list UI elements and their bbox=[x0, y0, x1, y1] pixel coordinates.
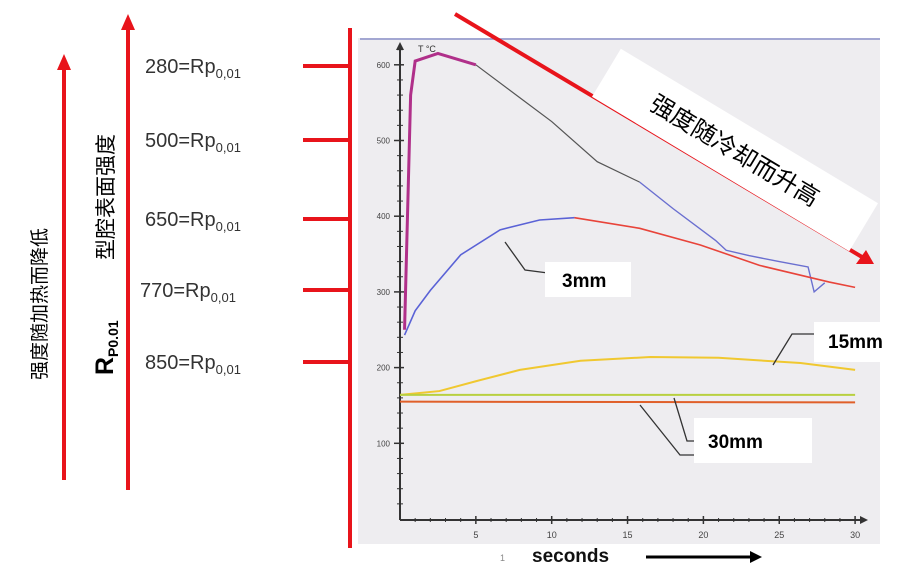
level-value: 850=Rp bbox=[145, 352, 216, 374]
x-axis-arrow bbox=[860, 516, 868, 524]
level-label: 280=Rp0,01 bbox=[145, 56, 241, 81]
x-tick-label: 20 bbox=[698, 530, 708, 540]
diagonal-arrow-head bbox=[856, 250, 874, 264]
series-line-1 bbox=[403, 216, 575, 336]
label-30mm-leader-2 bbox=[673, 397, 697, 442]
x-tick-label: 5 bbox=[473, 530, 478, 540]
x-tick-label: 30 bbox=[850, 530, 860, 540]
x-label-arrow-head bbox=[750, 551, 762, 563]
series-line-4 bbox=[399, 400, 856, 404]
series-line-1-cooling bbox=[574, 216, 856, 289]
y-tick-label: 600 bbox=[377, 61, 391, 70]
level-value: 650=Rp bbox=[145, 209, 216, 231]
x-tick-label: 15 bbox=[623, 530, 633, 540]
left-arrow-head bbox=[57, 54, 71, 70]
series-line-0 bbox=[639, 181, 826, 294]
label-3mm-box bbox=[545, 262, 631, 297]
level-value: 500=Rp bbox=[145, 130, 216, 152]
series-line-0-peak bbox=[403, 51, 477, 330]
x-axis-label: seconds bbox=[532, 546, 609, 567]
mid-arrow-text: 型腔表面强度 bbox=[95, 134, 118, 260]
series-line-0-mid bbox=[475, 64, 640, 183]
level-subscript: 0,01 bbox=[216, 362, 241, 377]
level-subscript: 0,01 bbox=[216, 66, 241, 81]
label-30mm: 30mm bbox=[708, 432, 763, 453]
label-3mm-leader bbox=[504, 241, 549, 274]
axes bbox=[396, 42, 868, 524]
level-value: 770=Rp bbox=[140, 280, 211, 302]
label-30mm-box bbox=[694, 418, 812, 463]
label-15mm-box bbox=[814, 322, 914, 362]
y-axis-label: T °C bbox=[418, 44, 436, 54]
x-stray-mark: 1 bbox=[500, 553, 505, 563]
y-tick-label: 400 bbox=[377, 212, 391, 221]
level-label: 650=Rp0,01 bbox=[145, 209, 241, 234]
rp-symbol-letter: R bbox=[91, 357, 119, 375]
level-value: 280=Rp bbox=[145, 56, 216, 78]
level-subscript: 0,01 bbox=[216, 140, 241, 155]
y-tick-label: 100 bbox=[377, 439, 391, 448]
level-subscript: 0,01 bbox=[211, 290, 236, 305]
left-arrow-text: 强度随加热而降低 bbox=[29, 228, 51, 380]
level-label: 850=Rp0,01 bbox=[145, 352, 241, 377]
diagonal-label-bg bbox=[592, 48, 878, 252]
series-line-2 bbox=[399, 356, 856, 396]
label-15mm-leader bbox=[772, 333, 815, 366]
rp-subscript: P0.01 bbox=[105, 320, 121, 357]
y-tick-label: 200 bbox=[377, 364, 391, 373]
x-tick-label: 25 bbox=[774, 530, 784, 540]
level-label: 770=Rp0,01 bbox=[140, 280, 236, 305]
y-tick-label: 300 bbox=[377, 288, 391, 297]
x-tick-label: 10 bbox=[547, 530, 557, 540]
rp-symbol: RP0.01 bbox=[91, 320, 121, 375]
level-label: 500=Rp0,01 bbox=[145, 130, 241, 155]
mid-arrow-head bbox=[121, 14, 135, 30]
y-axis-arrow bbox=[396, 42, 404, 50]
y-tick-label: 500 bbox=[377, 137, 391, 146]
label-30mm-leader-1 bbox=[639, 404, 697, 456]
level-subscript: 0,01 bbox=[216, 219, 241, 234]
label-3mm: 3mm bbox=[562, 271, 606, 292]
label-15mm: 15mm bbox=[828, 332, 883, 353]
